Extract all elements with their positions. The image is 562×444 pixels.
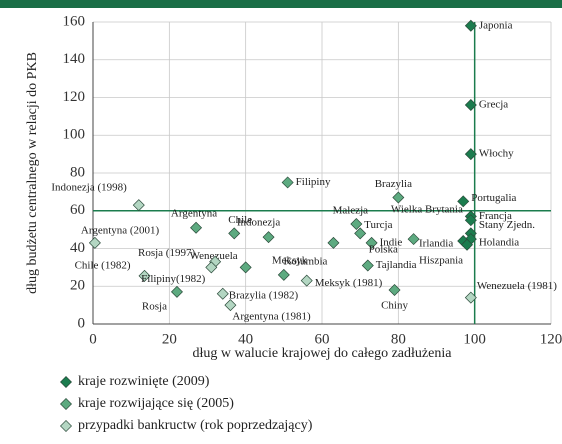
y-tick-label: 140 (63, 51, 86, 67)
point (388, 284, 401, 297)
point (464, 148, 477, 161)
top-bar (0, 0, 562, 8)
point-label: Filipiny(1982) (141, 273, 206, 285)
point-label: Indonezja (1998) (51, 182, 127, 194)
y-tick-label: 60 (70, 202, 85, 218)
point (464, 214, 477, 227)
y-tick-label: 20 (70, 278, 85, 294)
x-tick-label: 0 (89, 331, 97, 347)
point (132, 199, 145, 212)
x-tick-label: 60 (315, 331, 330, 347)
y-tick-label: 40 (70, 240, 85, 256)
point (407, 233, 420, 246)
point (464, 19, 477, 32)
point-label: Chile (1982) (75, 259, 131, 271)
point-label: Hiszpania (419, 254, 463, 266)
point-label: Brazylia (375, 178, 412, 190)
point (300, 274, 313, 287)
point-label: Brazylia (1982) (229, 289, 299, 301)
x-axis-label: dług w walucie krajowej do całego zadłuż… (193, 346, 453, 361)
point (216, 287, 229, 300)
legend-label: kraje rozwijające się (2005) (78, 396, 234, 411)
point-label: Irlandia (419, 237, 453, 249)
point (361, 259, 374, 272)
point-label: Argentyna (1981) (232, 311, 311, 323)
point (190, 221, 203, 234)
point-label: Argentyna (171, 207, 217, 219)
point-label: Filipiny (296, 176, 331, 188)
point (277, 268, 290, 281)
point-label: Tajlandia (376, 259, 417, 271)
point (464, 291, 477, 304)
point-label: Kolumbia (283, 255, 327, 267)
x-tick-label: 100 (463, 331, 486, 347)
point (228, 227, 241, 240)
point-label: Stany Zjedn. (479, 219, 535, 231)
point (354, 227, 367, 240)
point-label: Meksyk (272, 254, 308, 266)
point (239, 261, 252, 274)
point-label: Argentyna (2001) (81, 224, 160, 236)
y-axis-label: dług budżetu centralnego w relacji do PK… (25, 52, 40, 294)
point (464, 99, 477, 112)
point (365, 236, 378, 249)
point-label: Indie (380, 236, 403, 248)
y-tick-label: 80 (70, 164, 85, 180)
legend-marker (60, 420, 72, 432)
y-tick-label: 160 (63, 13, 86, 29)
point-label: Rosja (142, 300, 167, 312)
legend-marker (60, 376, 72, 388)
y-tick-label: 0 (78, 315, 86, 331)
point (457, 195, 470, 208)
point-label: Meksyk (1981) (315, 277, 383, 289)
point-label: Portugalia (471, 192, 516, 204)
x-tick-label: 40 (238, 331, 253, 347)
point-label: Turcja (364, 219, 392, 231)
point-label: Indonezja (237, 217, 280, 229)
point-label: Polska (369, 244, 398, 256)
point (281, 176, 294, 189)
point-label: Japonia (479, 19, 513, 31)
point-label: Włochy (479, 148, 514, 160)
point-label: Malezja (333, 204, 369, 216)
x-tick-label: 20 (162, 331, 177, 347)
y-tick-label: 120 (63, 89, 86, 105)
point (138, 269, 151, 282)
point (170, 285, 183, 298)
legend-marker (60, 398, 72, 410)
point-label: Wenezuela (190, 250, 238, 262)
point-label: Rosja (1997) (138, 247, 195, 259)
point (392, 191, 405, 204)
point-label: Grecja (479, 99, 508, 111)
point-label: Chiny (381, 300, 408, 312)
point (205, 261, 218, 274)
x-tick-label: 80 (391, 331, 406, 347)
point (224, 299, 237, 312)
point-label: Wenezuela (1981) (477, 280, 557, 292)
point-label: Francja (479, 210, 512, 222)
point-label: Wielka Brytania (391, 204, 463, 216)
legend-label: przypadki bankructw (rok poprzedzający) (78, 418, 313, 433)
point (350, 217, 363, 230)
point-label: Chile (228, 214, 252, 226)
point (461, 238, 474, 251)
y-tick-label: 100 (63, 127, 86, 143)
point (262, 231, 275, 244)
x-tick-label: 120 (540, 331, 562, 347)
legend-label: kraje rozwinięte (2009) (78, 374, 210, 389)
point (88, 236, 101, 249)
point-label: Holandia (479, 237, 519, 249)
point (327, 236, 340, 249)
